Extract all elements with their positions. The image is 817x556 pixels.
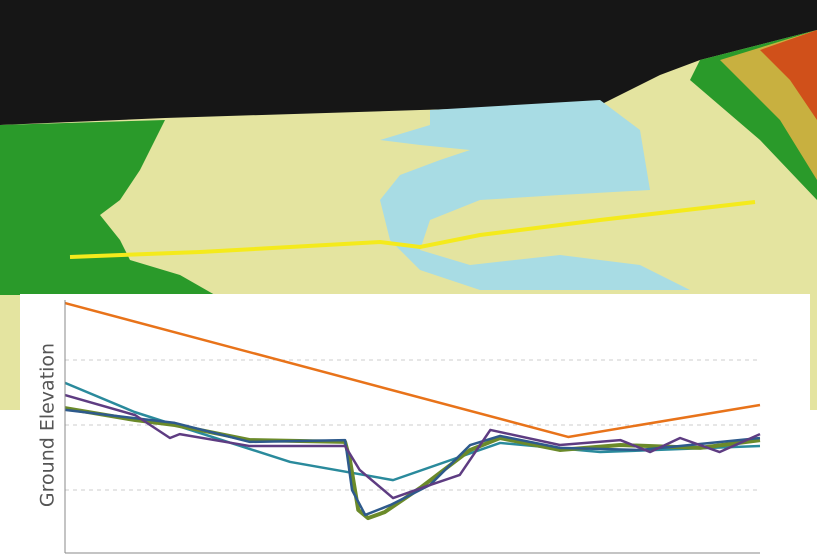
series-line [64,381,761,482]
series-line [64,301,761,439]
profile-line [69,200,756,259]
river [380,100,690,290]
series-line [64,393,761,500]
terrain-red [760,30,817,120]
y-axis-label: Ground Elevation [37,343,59,507]
terrain-green-left [0,120,215,295]
plot [64,301,761,521]
series-line [64,408,761,517]
